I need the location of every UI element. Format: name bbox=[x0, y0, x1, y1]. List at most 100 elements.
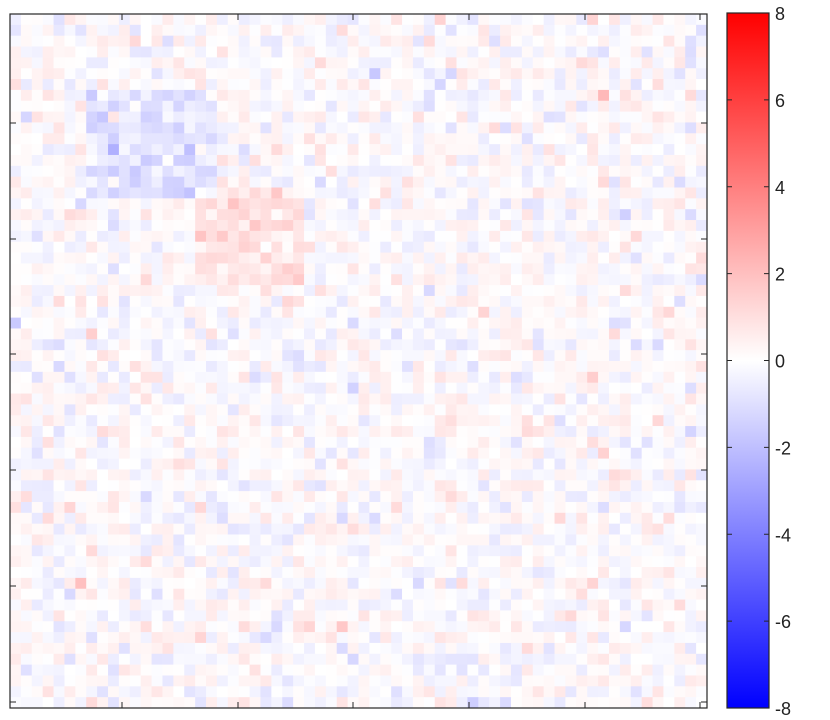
heatmap-cell bbox=[75, 122, 87, 134]
heatmap-cell bbox=[434, 252, 447, 264]
heatmap-cell bbox=[445, 306, 457, 319]
heatmap-cell bbox=[118, 100, 131, 112]
heatmap-cell bbox=[641, 588, 653, 600]
heatmap-cell bbox=[184, 263, 196, 275]
heatmap-cell bbox=[391, 610, 403, 622]
heatmap-cell bbox=[380, 632, 392, 644]
heatmap-cell bbox=[521, 68, 534, 80]
heatmap-cell bbox=[162, 404, 174, 416]
heatmap-cell bbox=[249, 285, 261, 297]
heatmap-cell bbox=[445, 653, 457, 666]
heatmap-cell bbox=[358, 306, 370, 319]
heatmap-cell bbox=[500, 111, 512, 123]
heatmap-cell bbox=[402, 523, 414, 535]
heatmap-cell bbox=[500, 274, 512, 286]
heatmap-cell bbox=[467, 577, 479, 590]
heatmap-cell bbox=[206, 35, 218, 47]
heatmap-cell bbox=[489, 686, 501, 698]
heatmap-cell bbox=[674, 415, 686, 427]
heatmap-cell bbox=[42, 122, 54, 134]
heatmap-cell bbox=[118, 133, 131, 145]
heatmap-cell bbox=[630, 133, 643, 145]
heatmap-cell bbox=[42, 393, 54, 405]
heatmap-cell bbox=[260, 610, 272, 622]
heatmap-cell bbox=[402, 241, 414, 253]
heatmap-cell bbox=[249, 458, 261, 470]
heatmap-cell bbox=[53, 230, 65, 243]
heatmap-cell bbox=[97, 556, 109, 568]
heatmap-cell bbox=[402, 317, 414, 329]
heatmap-cell bbox=[10, 187, 22, 199]
heatmap-cell bbox=[391, 426, 403, 438]
heatmap-cell bbox=[380, 46, 392, 58]
heatmap-cell bbox=[587, 545, 599, 557]
heatmap-cell bbox=[151, 111, 163, 123]
heatmap-cell bbox=[598, 361, 610, 373]
heatmap-cell bbox=[423, 588, 436, 600]
heatmap-cell bbox=[608, 133, 621, 145]
heatmap-cell bbox=[336, 404, 349, 416]
heatmap-cell bbox=[500, 675, 512, 687]
heatmap-cell bbox=[336, 501, 349, 514]
heatmap-cell bbox=[532, 274, 545, 286]
heatmap-cell bbox=[598, 534, 610, 546]
heatmap-cell bbox=[674, 686, 686, 698]
heatmap-cell bbox=[652, 545, 664, 557]
heatmap-cell bbox=[31, 263, 44, 275]
heatmap-cell bbox=[467, 187, 479, 199]
heatmap-cell bbox=[696, 404, 708, 416]
heatmap-cell bbox=[532, 241, 545, 253]
heatmap-cell bbox=[587, 122, 599, 134]
heatmap-cell bbox=[641, 675, 653, 687]
heatmap-cell bbox=[75, 285, 87, 297]
heatmap-cell bbox=[641, 382, 653, 394]
heatmap-cell bbox=[576, 220, 588, 232]
heatmap-cell bbox=[282, 491, 294, 503]
heatmap-cell bbox=[227, 89, 240, 102]
heatmap-cell bbox=[282, 122, 294, 134]
heatmap-cell bbox=[652, 642, 664, 655]
heatmap-cell bbox=[282, 426, 294, 438]
heatmap-cell bbox=[565, 274, 577, 286]
heatmap-cell bbox=[227, 295, 240, 308]
heatmap-cell bbox=[260, 361, 272, 373]
heatmap-cell bbox=[587, 436, 599, 449]
heatmap-cell bbox=[369, 252, 381, 264]
heatmap-cell bbox=[140, 545, 152, 557]
heatmap-cell bbox=[489, 458, 501, 470]
heatmap-cell bbox=[478, 14, 490, 26]
heatmap-cell bbox=[206, 241, 218, 253]
heatmap-cell bbox=[195, 79, 207, 91]
heatmap-cell bbox=[173, 165, 185, 178]
heatmap-cell bbox=[510, 426, 523, 438]
heatmap-cell bbox=[391, 241, 403, 253]
heatmap-cell bbox=[619, 458, 632, 470]
heatmap-cell bbox=[140, 415, 152, 427]
heatmap-cell bbox=[118, 176, 131, 188]
heatmap-cell bbox=[249, 209, 261, 221]
heatmap-cell bbox=[20, 447, 33, 459]
heatmap-cell bbox=[467, 263, 479, 275]
heatmap-cell bbox=[652, 187, 664, 199]
heatmap-cell bbox=[20, 512, 33, 525]
heatmap-cell bbox=[500, 523, 512, 535]
heatmap-cell bbox=[173, 35, 185, 47]
heatmap-cell bbox=[478, 46, 490, 58]
heatmap-cell bbox=[129, 523, 142, 535]
heatmap-cell bbox=[587, 79, 599, 91]
heatmap-cell bbox=[129, 491, 142, 503]
heatmap-cell bbox=[53, 415, 65, 427]
heatmap-cell bbox=[369, 241, 381, 253]
heatmap-cell bbox=[543, 371, 555, 384]
heatmap-cell bbox=[227, 122, 240, 134]
heatmap-cell bbox=[86, 577, 98, 590]
heatmap-cell bbox=[598, 187, 610, 199]
heatmap-cell bbox=[347, 350, 359, 362]
heatmap-cell bbox=[304, 328, 316, 340]
heatmap-cell bbox=[412, 198, 425, 210]
heatmap-cell bbox=[118, 512, 131, 525]
heatmap-cell bbox=[325, 697, 338, 709]
heatmap-cell bbox=[325, 577, 338, 590]
heatmap-cell bbox=[521, 122, 534, 134]
heatmap-cell bbox=[576, 415, 588, 427]
